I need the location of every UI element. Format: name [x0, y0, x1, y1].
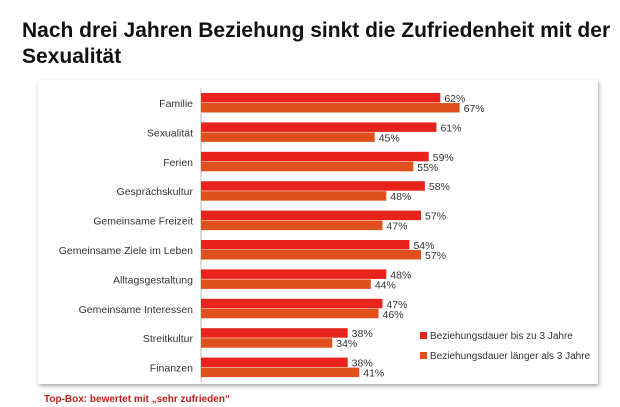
data-label: 59% [433, 152, 454, 164]
data-label: 58% [429, 181, 450, 193]
bar [201, 338, 333, 348]
legend-label: Beziehungsdauer bis zu 3 Jahre [430, 331, 573, 342]
data-label: 46% [383, 309, 404, 321]
bar [201, 191, 387, 201]
legend-label: Beziehungsdauer länger als 3 Jahre [430, 351, 591, 362]
data-label: 48% [390, 191, 411, 203]
data-label: 47% [386, 221, 407, 233]
bar [201, 269, 387, 279]
footnote: Top-Box: bewertet mit „sehr zufrieden“ [44, 394, 230, 405]
bar [201, 181, 425, 191]
data-label: 48% [390, 269, 411, 281]
category-label: Gesprächskultur [117, 186, 194, 198]
category-label: Gemeinsame Freizeit [93, 216, 193, 228]
category-label: Finanzen [150, 363, 193, 375]
bar [201, 328, 348, 338]
bar [201, 357, 348, 368]
bar [201, 279, 371, 289]
bar [201, 132, 375, 142]
bar [201, 151, 429, 162]
data-label: 62% [444, 93, 465, 105]
bar [201, 161, 414, 172]
legend-swatch [420, 352, 427, 359]
bar [201, 298, 383, 309]
bar [201, 103, 460, 113]
bar [201, 210, 422, 221]
data-label: 38% [352, 328, 373, 340]
data-label: 57% [425, 211, 446, 223]
bar [201, 93, 441, 103]
bar [201, 250, 422, 260]
category-label: Ferien [163, 157, 193, 169]
data-label: 38% [352, 358, 373, 370]
data-label: 34% [336, 338, 357, 350]
category-label: Gemeinsame Interessen [79, 304, 194, 316]
category-label: Alltagsgestaltung [113, 274, 193, 286]
category-label: Streitkultur [143, 333, 194, 345]
data-label: 61% [440, 122, 461, 134]
bar [201, 220, 383, 231]
data-label: 44% [375, 279, 396, 291]
legend-swatch [420, 332, 427, 339]
bar [201, 122, 437, 132]
chart-title: Nach drei Jahren Beziehung sinkt die Zuf… [22, 19, 611, 68]
category-label: Sexualität [147, 127, 193, 139]
data-label: 54% [413, 240, 434, 252]
data-label: 67% [464, 103, 485, 115]
data-label: 45% [379, 132, 400, 144]
data-label: 57% [425, 250, 446, 262]
category-label: Familie [159, 98, 193, 110]
bar [201, 367, 360, 378]
category-label: Gemeinsame Ziele im Leben [59, 245, 193, 257]
data-label: 55% [417, 162, 438, 174]
data-label: 41% [363, 368, 384, 380]
bar [201, 308, 379, 319]
bar [201, 240, 410, 250]
data-label: 47% [386, 299, 407, 311]
